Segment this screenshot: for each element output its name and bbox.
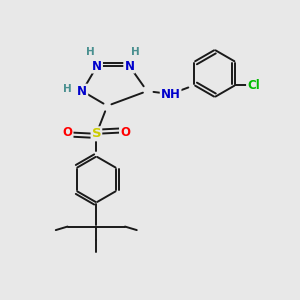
Text: H: H	[63, 84, 71, 94]
Text: H: H	[86, 47, 95, 57]
Text: O: O	[120, 126, 130, 139]
Text: O: O	[63, 126, 73, 139]
Text: N: N	[124, 60, 134, 73]
Text: N: N	[92, 60, 102, 73]
Text: Cl: Cl	[247, 79, 260, 92]
Text: H: H	[131, 47, 140, 57]
Text: N: N	[77, 85, 87, 98]
Text: S: S	[92, 127, 101, 140]
Text: NH: NH	[161, 88, 181, 100]
